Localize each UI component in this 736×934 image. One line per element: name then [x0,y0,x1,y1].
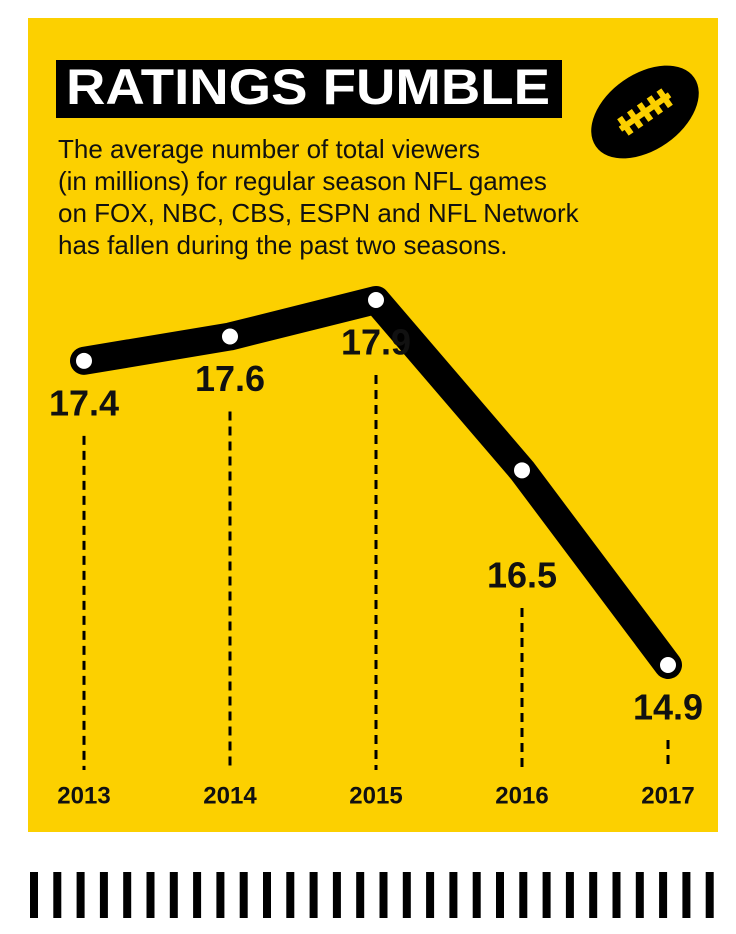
stripe [612,872,621,918]
x-tick-label: 2017 [641,782,694,809]
stripe [193,872,202,918]
point [512,460,532,481]
subtitle-line: has fallen during the past two seasons. [58,230,508,260]
point [220,326,240,347]
stripe [402,872,411,918]
stripe [589,872,598,918]
stripe [239,872,248,918]
stripe [263,872,271,918]
stripe [169,872,178,918]
value-label: 17.4 [49,382,119,423]
stripe [496,872,504,918]
subtitle-line: on FOX, NBC, CBS, ESPN and NFL Network [58,198,580,228]
subtitle-line: (in millions) for regular season NFL gam… [58,166,547,196]
stripe [426,872,435,918]
stripes [30,872,714,918]
x-tick-label: 2014 [203,782,257,809]
stripe [146,872,155,918]
title-box [56,60,562,118]
stripe [472,872,481,918]
stripe [286,872,295,918]
stripe [30,872,38,918]
value-label: 14.9 [633,687,703,728]
stripe [519,872,528,918]
stripe [99,872,108,918]
stripe [379,872,388,918]
point [658,655,678,675]
stripe [565,872,574,918]
x-tick-label: 2016 [495,782,548,809]
x-tick-label: 2015 [349,782,402,809]
stripe [542,872,551,918]
stripe [682,872,691,918]
point [74,350,94,371]
stripe [309,872,318,918]
stripe [659,872,668,918]
stripe [216,872,225,918]
stripe [449,872,458,918]
value-label: 16.5 [487,555,557,596]
value-label: 17.9 [341,322,411,363]
stripe [53,872,62,918]
stripe [76,872,85,918]
subtitle-line: The average number of total viewers [58,134,480,164]
football-icon [591,65,699,159]
x-tick-label: 2013 [57,782,110,809]
value-label: 17.6 [195,358,265,399]
stripe [635,872,644,918]
stripe [123,872,132,918]
stripe [332,872,341,918]
chart-title: RATINGS FUMBLE [66,59,550,115]
stripe [356,872,365,918]
panel [28,18,718,832]
stripe [705,872,714,918]
point [366,290,386,310]
